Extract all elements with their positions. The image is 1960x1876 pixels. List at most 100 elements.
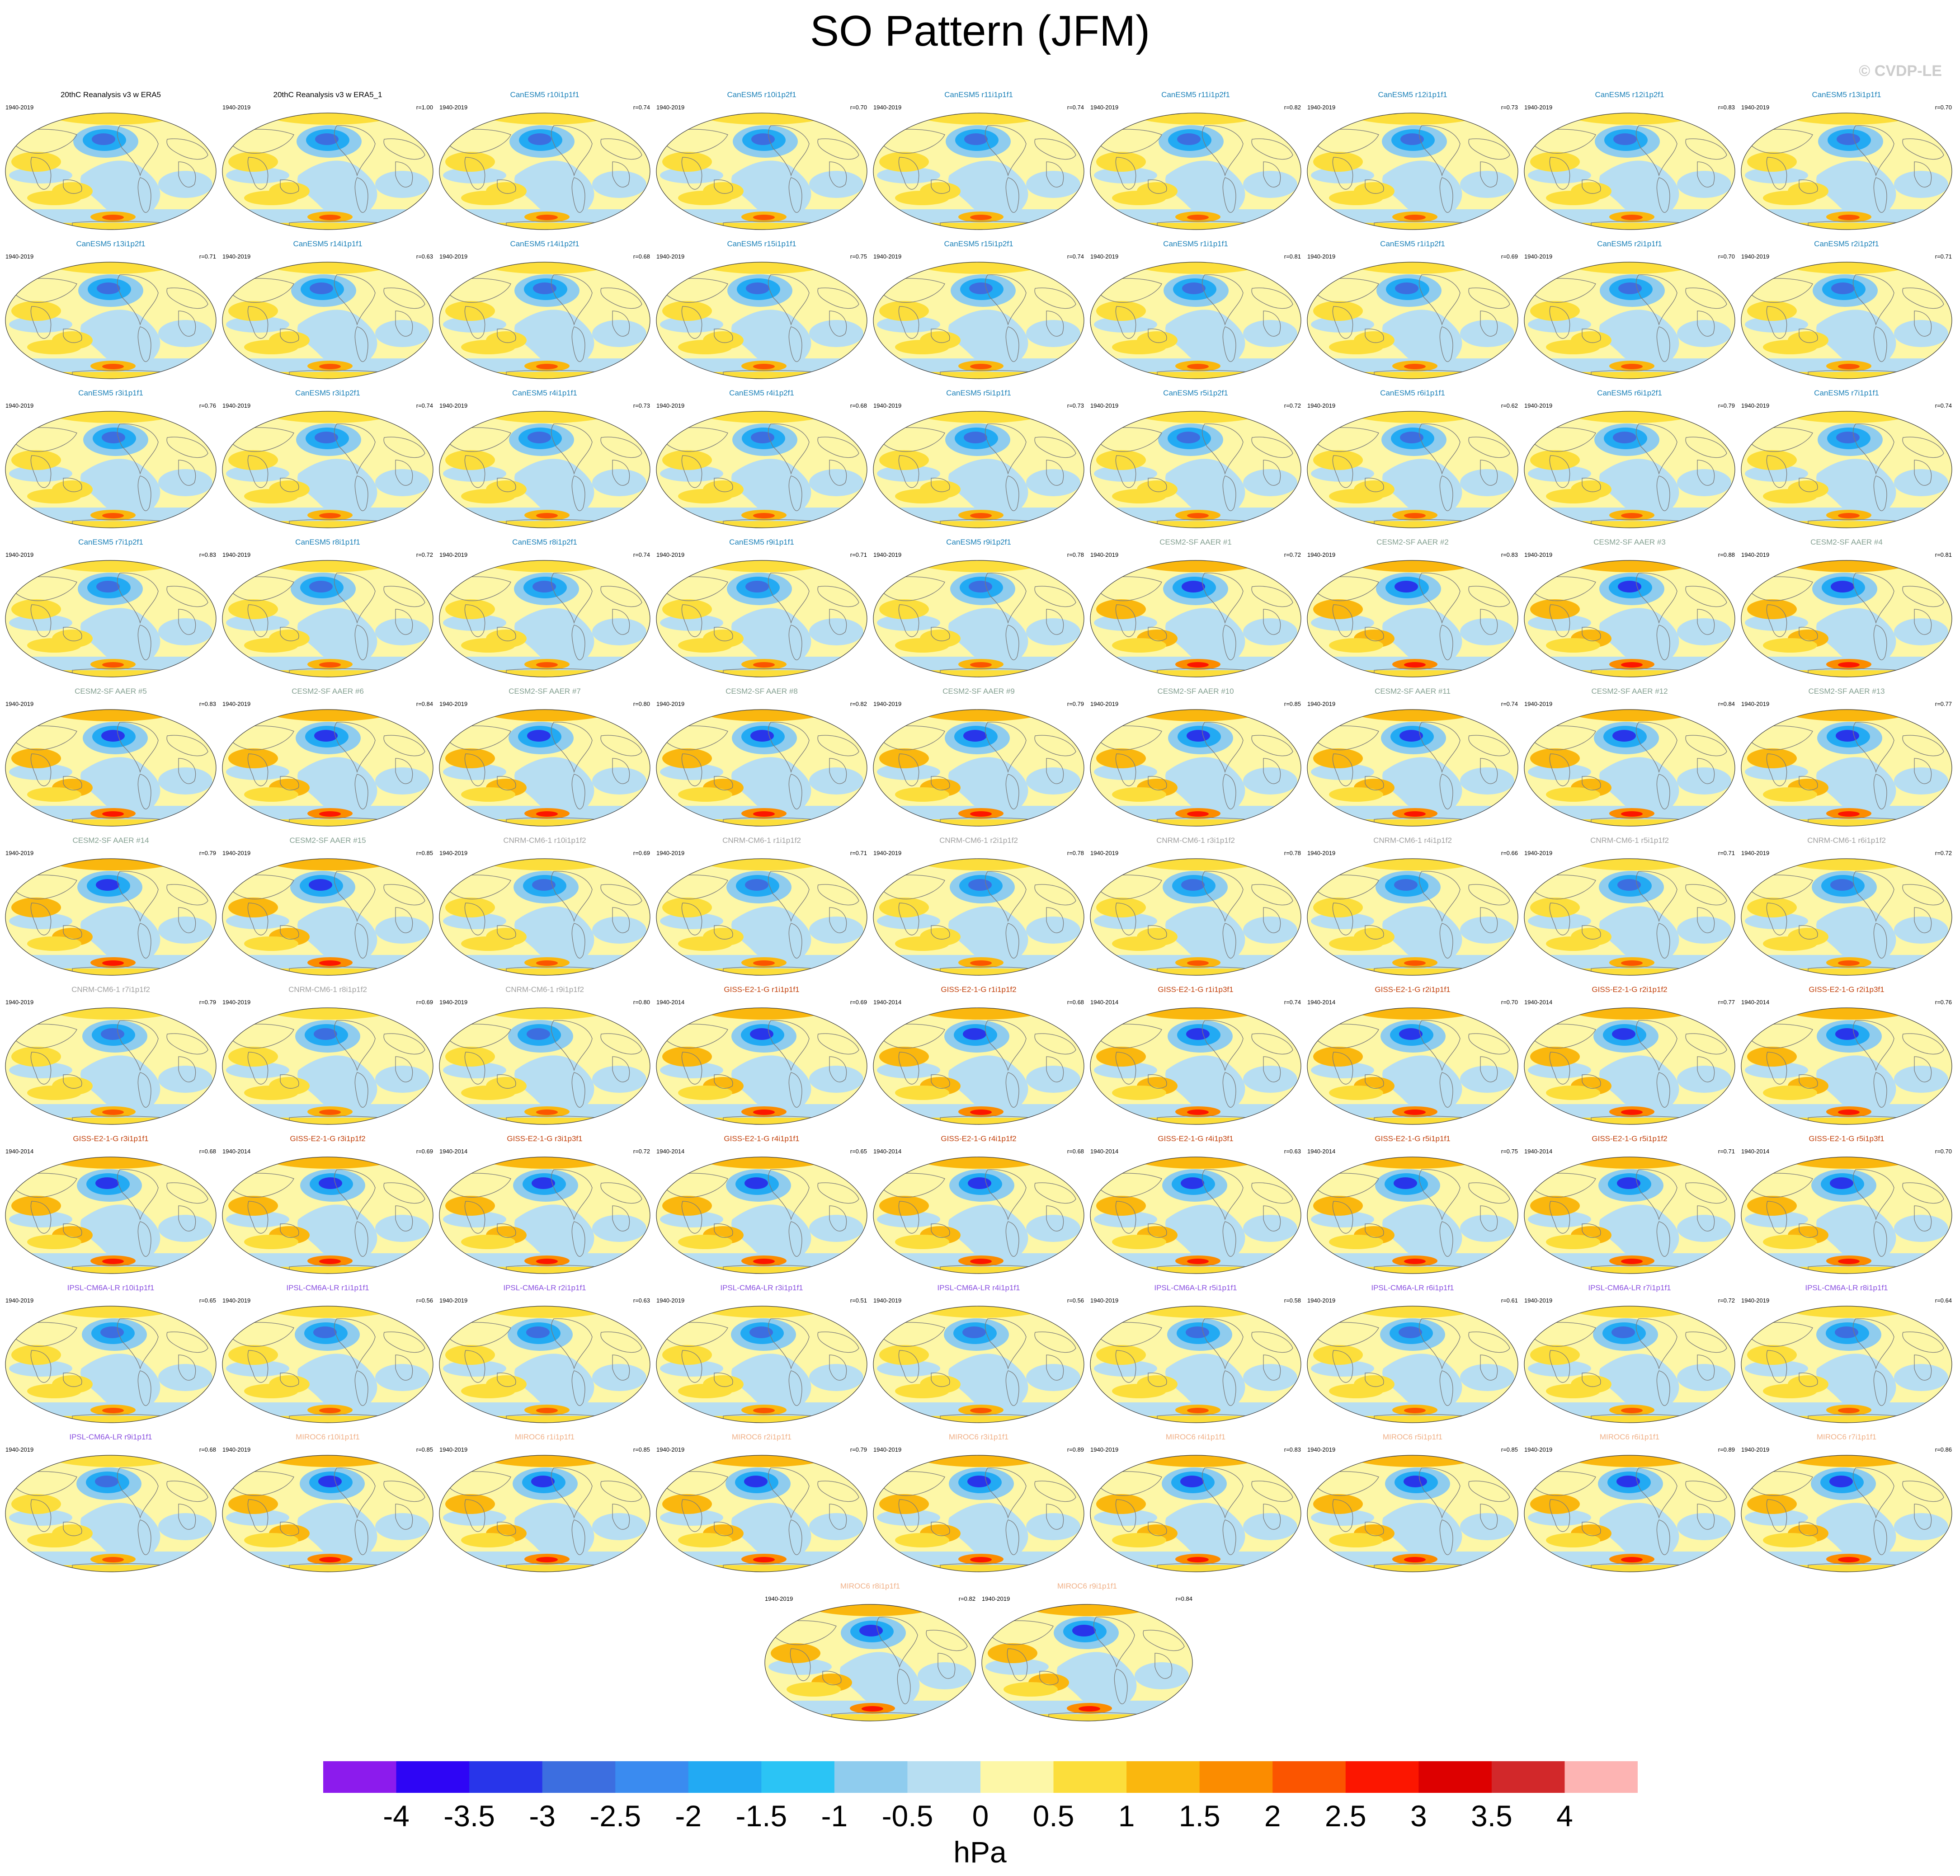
panel-years: 1940-2019 xyxy=(656,104,685,111)
global-map xyxy=(222,858,433,976)
global-map xyxy=(873,858,1084,976)
panel-years: 1940-2019 xyxy=(982,1595,1010,1602)
global-map xyxy=(656,411,867,528)
panel-years: 1940-2019 xyxy=(5,253,34,260)
colorbar-tick-label: -0.5 xyxy=(881,1799,933,1833)
panel-correlation: r=0.74 xyxy=(416,402,433,409)
global-map xyxy=(439,113,650,230)
panel-years: 1940-2019 xyxy=(1090,402,1119,409)
panel-years: 1940-2014 xyxy=(1307,999,1336,1006)
panel-years: 1940-2019 xyxy=(5,104,34,111)
panel-correlation: r=0.69 xyxy=(633,850,650,856)
panel-years: 1940-2019 xyxy=(439,104,468,111)
global-map xyxy=(656,113,867,230)
panel-title: GISS-E2-1-G r1i1p1f2 xyxy=(941,985,1017,994)
panel-correlation: r=0.58 xyxy=(1284,1297,1301,1304)
panel-correlation: r=0.84 xyxy=(416,701,433,707)
map-panel: CESM2-SF AAER #9 1940-2019 r=0.79 xyxy=(872,687,1085,832)
colorbar-tick-label: 0 xyxy=(972,1799,989,1833)
panel-title: CanESM5 r10i1p2f1 xyxy=(727,90,796,99)
colorbar-tick-label: 2.5 xyxy=(1324,1799,1366,1833)
global-map xyxy=(439,1455,650,1572)
panel-correlation: r=0.68 xyxy=(199,1446,216,1453)
colorbar-tick-label: -3 xyxy=(529,1799,556,1833)
panel-correlation: r=0.69 xyxy=(416,1148,433,1155)
panel-title: MIROC6 r8i1p1f1 xyxy=(840,1582,900,1590)
panel-title: MIROC6 r3i1p1f1 xyxy=(948,1433,1009,1441)
panel-title: GISS-E2-1-G r2i1p1f2 xyxy=(1592,985,1668,994)
colorbar-swatch xyxy=(615,1761,689,1793)
panel-title: CanESM5 r3i1p2f1 xyxy=(295,389,360,397)
panel-years: 1940-2019 xyxy=(1307,1297,1336,1304)
copyright-label: © CVDP-LE xyxy=(1859,62,1942,80)
panel-correlation: r=0.65 xyxy=(199,1297,216,1304)
panel-correlation: r=0.72 xyxy=(1284,551,1301,558)
global-map xyxy=(1741,113,1952,230)
map-panel: CanESM5 r2i1p1f1 1940-2019 r=0.70 xyxy=(1523,240,1736,384)
panel-title: CanESM5 r11i1p2f1 xyxy=(1161,90,1230,99)
global-map xyxy=(873,709,1084,827)
panel-years: 1940-2019 xyxy=(1741,850,1770,856)
panel-years: 1940-2019 xyxy=(1524,253,1553,260)
colorbar-tick-label: 4 xyxy=(1556,1799,1573,1833)
global-map xyxy=(1090,262,1301,379)
panel-correlation: r=0.74 xyxy=(1935,402,1952,409)
map-panel: MIROC6 r8i1p1f1 1940-2019 r=0.82 xyxy=(764,1582,976,1726)
colorbar-tick-label: -2.5 xyxy=(589,1799,641,1833)
map-panel: 20thC Reanalysis v3 w ERA5_1 1940-2019 r=1… xyxy=(221,90,434,235)
panel-correlation: r=0.71 xyxy=(199,253,216,260)
map-panel: CanESM5 r10i1p1f1 1940-2019 r=0.74 xyxy=(438,90,651,235)
panel-years: 1940-2019 xyxy=(1741,1297,1770,1304)
panel-years: 1940-2019 xyxy=(656,1446,685,1453)
panel-title: CESM2-SF AAER #1 xyxy=(1159,538,1232,546)
panel-title: CanESM5 r5i1p1f1 xyxy=(946,389,1011,397)
colorbar-swatch xyxy=(1564,1761,1638,1793)
global-map xyxy=(5,262,217,379)
panel-years: 1940-2019 xyxy=(1741,104,1770,111)
global-map xyxy=(873,113,1084,230)
colorbar-swatch xyxy=(542,1761,616,1793)
panel-years: 1940-2019 xyxy=(1090,1446,1119,1453)
panel-years: 1940-2019 xyxy=(1090,104,1119,111)
colorbar-tick-label: 1 xyxy=(1118,1799,1135,1833)
panel-years: 1940-2019 xyxy=(5,402,34,409)
figure-title: SO Pattern (JFM) xyxy=(810,7,1150,55)
panel-years: 1940-2019 xyxy=(1524,551,1553,558)
global-map xyxy=(222,262,433,379)
colorbar-swatch xyxy=(980,1761,1054,1793)
map-panel: GISS-E2-1-G r1i1p1f2 1940-2014 r=0.68 xyxy=(872,985,1085,1130)
colorbar-tick-label: -3.5 xyxy=(443,1799,495,1833)
panel-correlation: r=0.63 xyxy=(1284,1148,1301,1155)
panel-correlation: r=0.89 xyxy=(1718,1446,1735,1453)
global-map xyxy=(222,1306,433,1423)
map-panel: CNRM-CM6-1 r1i1p1f2 1940-2019 r=0.71 xyxy=(655,836,868,981)
panel-title: CESM2-SF AAER #11 xyxy=(1375,687,1451,696)
panel-title: IPSL-CM6A-LR r4i1p1f1 xyxy=(937,1284,1020,1292)
colorbar-tick-label: 1.5 xyxy=(1178,1799,1220,1833)
panel-years: 1940-2019 xyxy=(1307,1446,1336,1453)
panel-years: 1940-2019 xyxy=(765,1595,793,1602)
map-panel: CESM2-SF AAER #12 1940-2019 r=0.84 xyxy=(1523,687,1736,832)
panel-title: MIROC6 r2i1p1f1 xyxy=(731,1433,792,1441)
panel-correlation: r=0.66 xyxy=(1501,850,1518,856)
map-panel: CanESM5 r11i1p1f1 1940-2019 r=0.74 xyxy=(872,90,1085,235)
panel-title: IPSL-CM6A-LR r7i1p1f1 xyxy=(1588,1284,1671,1292)
panel-title: CanESM5 r15i1p2f1 xyxy=(944,240,1013,248)
panel-title: CanESM5 r6i1p1f1 xyxy=(1380,389,1445,397)
map-panel: MIROC6 r3i1p1f1 1940-2019 r=0.89 xyxy=(872,1433,1085,1577)
map-panel: MIROC6 r9i1p1f1 1940-2019 r=0.84 xyxy=(981,1582,1193,1726)
map-panel: CanESM5 r4i1p2f1 1940-2019 r=0.68 xyxy=(655,389,868,533)
panel-title: CanESM5 r7i1p1f1 xyxy=(1814,389,1879,397)
global-map xyxy=(1307,1306,1518,1423)
panel-title: GISS-E2-1-G r3i1p1f2 xyxy=(290,1134,366,1143)
panel-years: 1940-2019 xyxy=(873,1446,902,1453)
panel-years: 1940-2019 xyxy=(1741,701,1770,707)
global-map xyxy=(222,1455,433,1572)
map-panel: CanESM5 r9i1p2f1 1940-2019 r=0.78 xyxy=(872,538,1085,682)
map-panel: CanESM5 r14i1p1f1 1940-2019 r=0.63 xyxy=(221,240,434,384)
map-panel: CanESM5 r7i1p2f1 1940-2019 r=0.83 xyxy=(5,538,217,682)
panel-correlation: r=0.76 xyxy=(1935,999,1952,1006)
map-panel: GISS-E2-1-G r2i1p1f1 1940-2014 r=0.70 xyxy=(1306,985,1519,1130)
panel-correlation: r=0.62 xyxy=(1501,402,1518,409)
panel-correlation: r=0.68 xyxy=(633,253,650,260)
